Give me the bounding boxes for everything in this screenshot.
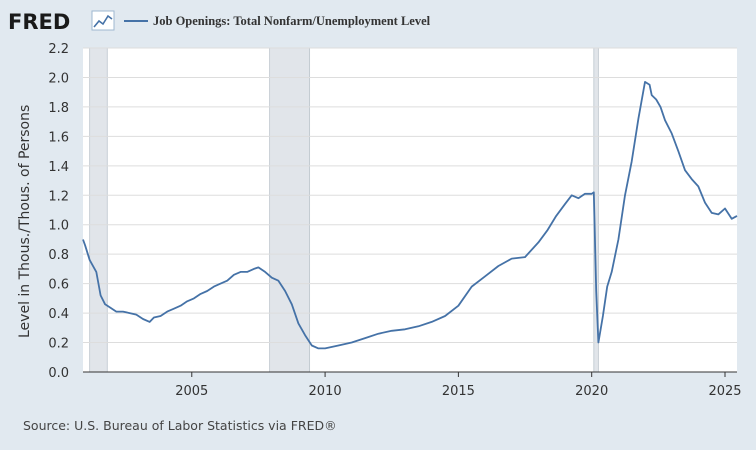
y-tick-label: 1.6 (48, 130, 69, 145)
y-tick-label: 1.4 (48, 160, 69, 175)
y-tick-label: 0.2 (48, 337, 69, 352)
y-tick-label: 0.6 (48, 278, 69, 293)
plot-area (83, 48, 737, 372)
y-tick-label: 0.4 (48, 307, 69, 322)
y-tick-label: 0.0 (48, 366, 69, 381)
line-chart-icon (91, 10, 115, 31)
x-tick-label: 2010 (309, 384, 342, 399)
y-tick-label: 1.0 (48, 219, 69, 234)
y-tick-label: 2.0 (48, 71, 69, 86)
recession-band (89, 48, 108, 372)
y-tick-label: 1.8 (48, 101, 69, 116)
x-tick-label: 2005 (175, 384, 208, 399)
y-tick-label: 1.2 (48, 189, 69, 204)
y-tick-label: 2.2 (48, 42, 69, 57)
x-tick-label: 2020 (575, 384, 608, 399)
fred-logo[interactable]: FRED (8, 10, 115, 34)
y-axis-label: Level in Thous./Thous. of Persons (17, 105, 33, 338)
x-tick-label: 2015 (442, 384, 475, 399)
fred-logo-text: FRED (8, 10, 70, 34)
recession-band (269, 48, 310, 372)
source-text: Source: U.S. Bureau of Labor Statistics … (23, 418, 337, 433)
y-tick-label: 0.8 (48, 248, 69, 263)
legend-label: Job Openings: Total Nonfarm/Unemployment… (153, 14, 431, 28)
x-tick-label: 2025 (708, 384, 741, 399)
recession-band (593, 48, 599, 372)
series-line (82, 81, 738, 350)
